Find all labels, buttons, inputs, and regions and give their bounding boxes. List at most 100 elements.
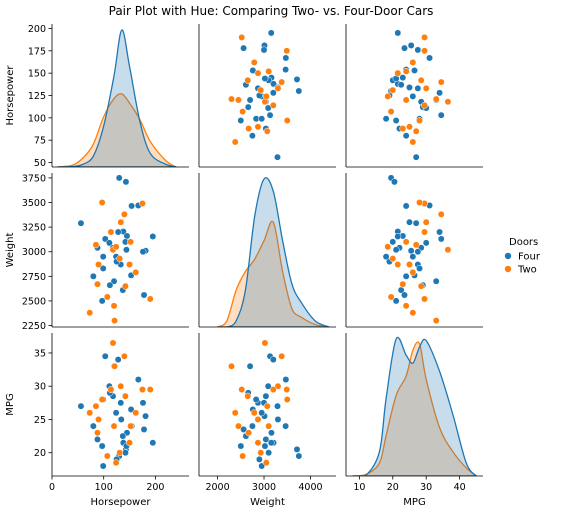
panel-grid: 5075100125150175200Horsepower22502500275… <box>5 24 483 508</box>
x-axis-label-horsepower: Horsepower <box>90 497 151 508</box>
legend-marker-four <box>504 252 512 260</box>
y-tick-label-mpg: 20 <box>34 448 46 459</box>
point-four-9 <box>149 439 157 447</box>
y-axis-label-horsepower: Horsepower <box>5 65 16 126</box>
point-four-19 <box>401 291 408 299</box>
point-two-20 <box>262 459 270 467</box>
point-four-16 <box>246 96 254 104</box>
point-four-6 <box>399 74 407 82</box>
point-two-5 <box>402 67 410 75</box>
point-two-8 <box>95 416 102 423</box>
y-tick-label-weight: 3000 <box>22 247 46 258</box>
legend-title: Doors <box>509 237 538 248</box>
point-two-11 <box>110 422 118 430</box>
point-two-6 <box>422 84 430 92</box>
point-four-7 <box>412 153 420 161</box>
point-two-12 <box>254 439 262 447</box>
point-four-29 <box>248 132 256 140</box>
point-four-27 <box>139 248 147 256</box>
kde-curve-two-mpg <box>352 341 478 476</box>
point-two-13 <box>116 449 124 457</box>
point-four-7 <box>77 219 85 227</box>
point-two-6 <box>117 218 125 226</box>
scatter-panel-weight-vs-horsepower <box>77 174 157 325</box>
point-two-8 <box>95 261 102 268</box>
kde-curve-four-horsepower <box>57 29 177 167</box>
point-four-19 <box>140 425 148 433</box>
point-two-20 <box>112 459 120 467</box>
point-four-2 <box>293 445 301 453</box>
point-two-2 <box>120 352 128 360</box>
point-two-14 <box>263 402 271 410</box>
point-two-11 <box>235 422 242 430</box>
point-two-13 <box>389 255 397 263</box>
point-four-18 <box>119 432 127 440</box>
point-two-13 <box>116 255 124 263</box>
point-two-3 <box>109 339 117 347</box>
point-two-6 <box>422 218 430 226</box>
point-two-5 <box>127 238 135 246</box>
point-four-8 <box>266 111 274 119</box>
y-tick-label-mpg: 25 <box>34 415 46 426</box>
point-four-26 <box>436 89 444 97</box>
x-tick-label-mpg: 30 <box>420 482 432 493</box>
point-four-15 <box>411 67 418 74</box>
point-two-5 <box>265 422 273 430</box>
point-two-9 <box>239 452 247 460</box>
x-tick-label-horsepower: 0 <box>49 482 55 493</box>
point-four-28 <box>99 462 107 470</box>
scatter-panel-horsepower-vs-mpg <box>382 29 452 161</box>
point-two-2 <box>278 352 286 360</box>
point-two-6 <box>274 84 282 92</box>
point-four-11 <box>407 42 415 49</box>
kde-curve-two-weight <box>216 220 330 327</box>
point-four-25 <box>265 449 273 457</box>
x-tick-label-mpg: 10 <box>353 482 365 493</box>
point-four-6 <box>123 232 131 240</box>
point-two-7 <box>231 409 239 417</box>
point-four-30 <box>261 442 269 450</box>
point-four-14 <box>252 396 260 403</box>
y-tick-label-weight: 3250 <box>22 223 46 234</box>
point-four-26 <box>269 356 277 364</box>
point-four-29 <box>402 132 410 140</box>
point-four-4 <box>134 376 142 384</box>
x-axis-label-weight: Weight <box>250 497 285 508</box>
point-two-19 <box>132 268 140 276</box>
y-tick-label-weight: 2500 <box>22 296 46 307</box>
kde-curve-four-mpg <box>352 336 478 476</box>
point-four-9 <box>149 233 157 240</box>
point-four-28 <box>258 115 266 123</box>
point-four-2 <box>122 178 130 186</box>
point-four-13 <box>117 399 125 407</box>
point-two-14 <box>412 241 420 249</box>
point-two-20 <box>112 243 120 251</box>
point-four-8 <box>437 111 445 119</box>
point-four-20 <box>98 442 106 450</box>
point-two-1 <box>139 386 146 393</box>
point-two-15 <box>244 392 252 400</box>
point-four-9 <box>267 29 275 37</box>
kde-panel-mpg <box>352 336 478 476</box>
point-two-5 <box>265 67 273 75</box>
point-two-16 <box>399 280 407 288</box>
point-two-4 <box>283 117 291 124</box>
point-two-9 <box>387 108 395 116</box>
point-two-15 <box>121 392 129 400</box>
point-four-1 <box>115 174 123 182</box>
point-two-10 <box>238 386 246 393</box>
point-four-30 <box>392 246 400 254</box>
point-two-15 <box>417 282 425 290</box>
point-four-8 <box>437 235 445 243</box>
scatter-panel-horsepower-vs-weight <box>228 29 303 161</box>
x-tick-label-mpg: 40 <box>454 482 466 493</box>
point-two-13 <box>389 86 397 94</box>
y-tick-label-weight: 2750 <box>22 272 46 283</box>
point-four-6 <box>267 429 275 437</box>
point-four-27 <box>260 46 268 54</box>
point-four-28 <box>99 253 107 261</box>
point-two-10 <box>421 295 428 303</box>
point-four-17 <box>244 103 252 111</box>
point-four-22 <box>274 416 282 423</box>
x-tick-label-mpg: 20 <box>387 482 399 493</box>
